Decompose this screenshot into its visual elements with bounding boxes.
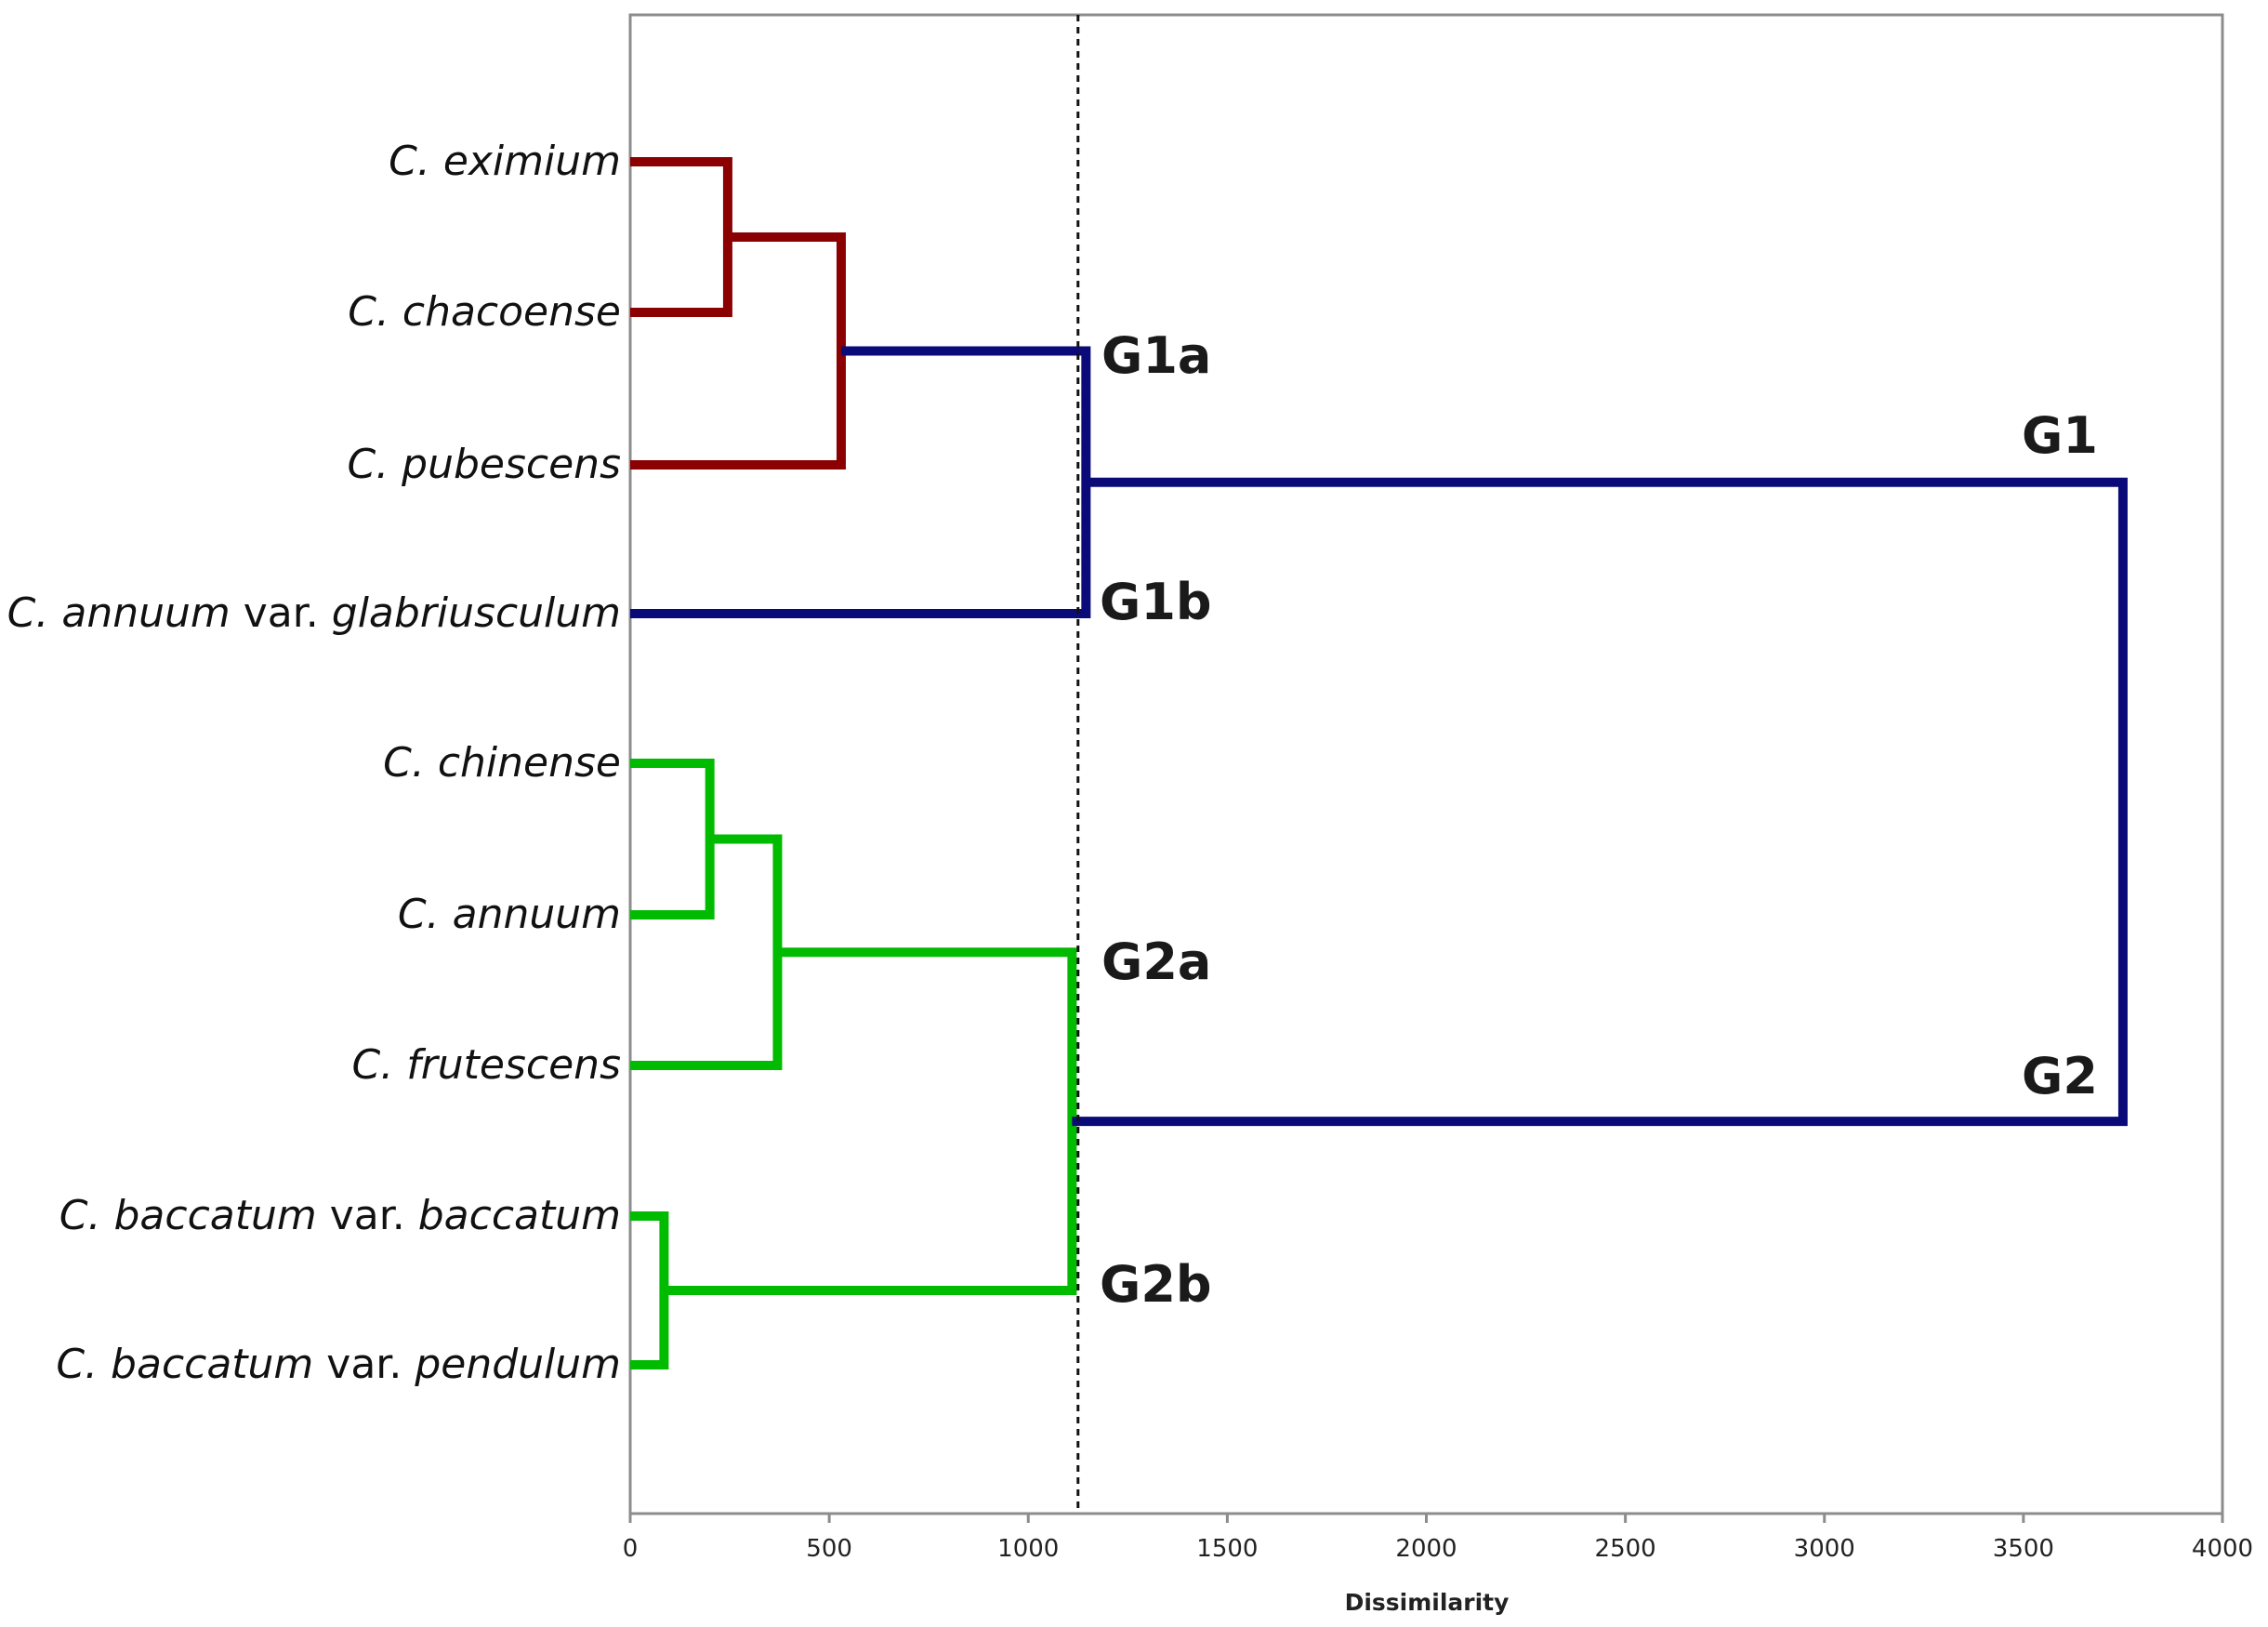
dendrogram-branches [630,157,2128,1369]
x-tick-label: 1500 [1196,1535,1258,1563]
dendrogram-branch-m2 [630,232,846,470]
cluster-label-g2b: G2b [1100,1255,1212,1314]
leaf-label-frutescens: C. frutescens [352,1041,621,1089]
dendrogram-branch-m5 [630,834,783,1070]
x-axis-ticks: 0 500 1000 1500 2000 2500 3000 3500 4000 [623,1514,2253,1563]
x-tick-label: 500 [806,1535,852,1563]
cluster-label-g1a: G1a [1101,326,1211,385]
cluster-label-g2a: G2a [1101,933,1211,991]
dendrogram-branch-m3 [630,346,1091,618]
dendrogram-branch-m6 [630,1211,669,1369]
x-axis-title: Dissimilarity [1345,1589,1510,1616]
cluster-label-g2: G2 [2022,1047,2098,1105]
leaf-label-glabriusculum: C. annuum var. glabriusculum [7,589,621,637]
cluster-label-g1: G1 [2022,406,2098,465]
leaf-label-baccatum: C. baccatum var. baccatum [59,1192,621,1239]
dendrogram-branch-m8 [1072,477,2128,1127]
x-tick-label: 1000 [997,1535,1059,1563]
dendrogram-branch-m1 [630,157,732,317]
leaf-labels: C. eximium C. chacoense C. pubescens C. ann… [7,138,621,1388]
x-tick-label: 3000 [1794,1535,1855,1563]
x-tick-label: 3500 [1993,1535,2054,1563]
leaf-label-chacoense: C. chacoense [348,288,621,336]
cluster-labels: G1a G1b G2a G2b G1 G2 [1100,326,2098,1314]
dendrogram-branch-m7 [664,947,1077,1295]
dendrogram-branch-m4 [630,759,715,919]
cluster-label-g1b: G1b [1100,573,1212,631]
leaf-label-eximium: C. eximium [389,138,621,185]
x-tick-label: 2000 [1395,1535,1457,1563]
x-tick-label: 4000 [2192,1535,2253,1563]
x-tick-label: 0 [623,1535,639,1563]
leaf-label-pubescens: C. pubescens [347,441,621,488]
x-tick-label: 2500 [1595,1535,1656,1563]
leaf-label-annuum: C. annuum [398,891,621,938]
leaf-label-chinense: C. chinense [383,739,621,787]
leaf-label-pendulum: C. baccatum var. pendulum [56,1341,621,1388]
